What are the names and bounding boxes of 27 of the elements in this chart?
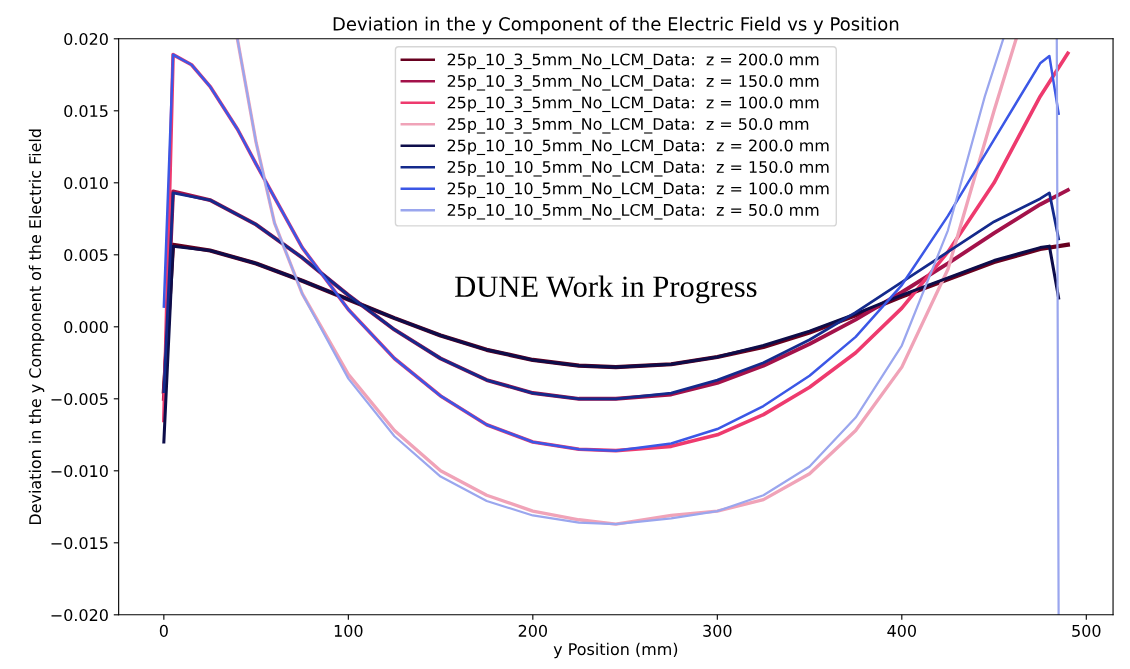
x-tick-label: 0 <box>159 624 168 637</box>
x-tick-label: 100 <box>334 624 363 637</box>
y-tick-label: 0.015 <box>64 105 108 118</box>
chart-title: Deviation in the y Component of the Electric Field vs y Position <box>333 16 899 35</box>
y-tick-label: −0.020 <box>51 609 108 622</box>
y-tick-label: −0.005 <box>51 393 108 406</box>
y-tick-label: 0.010 <box>64 177 108 190</box>
annotation: DUNE Work in Progress <box>455 275 757 304</box>
x-tick-label: 200 <box>518 624 548 637</box>
y-tick-label: 0.000 <box>64 321 108 334</box>
legend-label: 25p_10_3_5mm_No_LCM_Data: z = 50.0 mm <box>447 117 809 134</box>
legend-label: 25p_10_10_5mm_No_LCM_Data: z = 150.0 mm <box>447 160 829 177</box>
y-tick-label: 0.020 <box>64 33 108 46</box>
legend-label: 25p_10_3_5mm_No_LCM_Data: z = 200.0 mm <box>447 53 819 70</box>
x-tick-label: 500 <box>1072 624 1101 637</box>
y-axis-title: Deviation in the y Component of the Electric Field <box>28 129 45 525</box>
y-tick-label: −0.010 <box>51 465 108 478</box>
x-axis-title: y Position (mm) <box>553 642 678 659</box>
y-tick-label: 0.005 <box>64 249 108 262</box>
legend-label: 25p_10_10_5mm_No_LCM_Data: z = 200.0 mm <box>447 139 829 156</box>
legend-label: 25p_10_3_5mm_No_LCM_Data: z = 150.0 mm <box>447 74 819 91</box>
legend-label: 25p_10_3_5mm_No_LCM_Data: z = 100.0 mm <box>447 96 819 113</box>
x-tick-label: 400 <box>887 624 916 637</box>
x-tick-label: 300 <box>703 624 732 637</box>
y-tick-label: −0.015 <box>51 537 108 550</box>
legend-label: 25p_10_10_5mm_No_LCM_Data: z = 100.0 mm <box>447 182 829 199</box>
legend-label: 25p_10_10_5mm_No_LCM_Data: z = 50.0 mm <box>447 203 819 220</box>
